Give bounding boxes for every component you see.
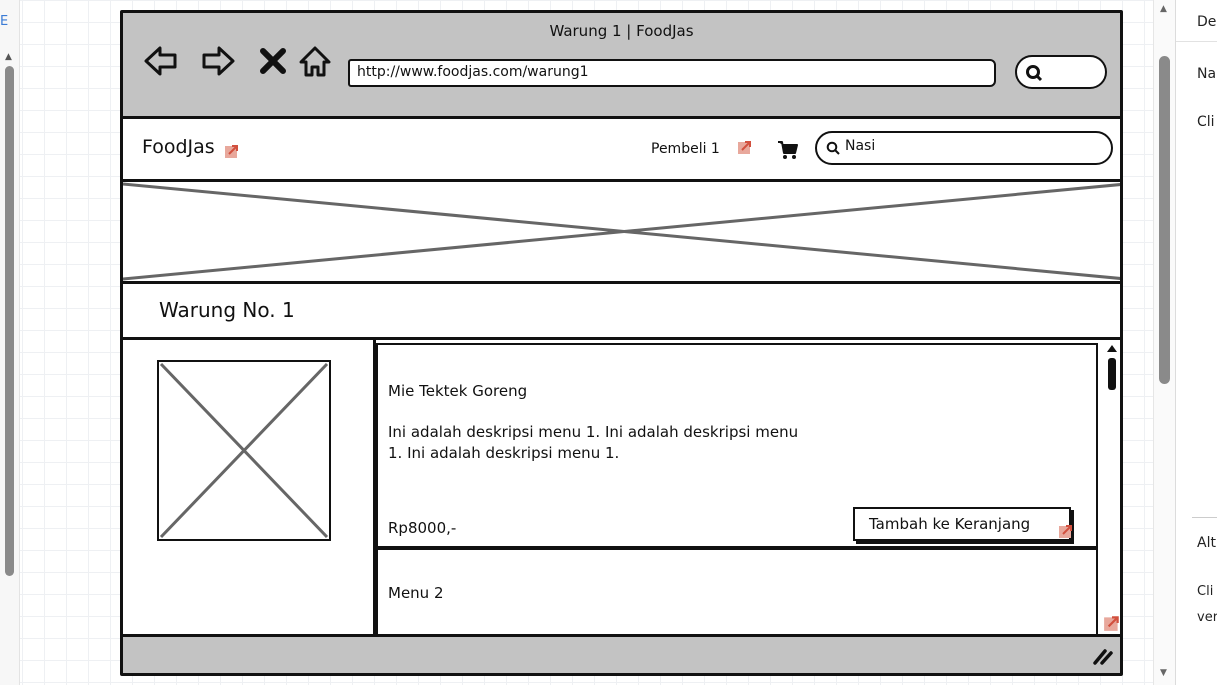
shopping-cart-icon[interactable] <box>777 140 799 160</box>
panel-divider <box>1192 517 1217 518</box>
scroll-up-arrow-icon[interactable] <box>1107 344 1117 353</box>
panel-label: Cli <box>1197 114 1215 130</box>
address-bar-url: http://www.foodjas.com/warung1 <box>357 64 589 80</box>
resize-grip-icon[interactable] <box>1091 647 1113 665</box>
forward-arrow-icon[interactable] <box>200 43 236 79</box>
browser-titlebar: Warung 1 | FoodJas http://www.foodjas.co… <box>123 13 1120 119</box>
shop-title-bar: Warung No. 1 <box>123 284 1120 340</box>
menu-item-name: Mie Tektek Goreng <box>388 382 528 400</box>
canvas-scrollbar[interactable]: ▲ ▼ <box>1153 0 1175 685</box>
scroll-down-arrow-icon[interactable]: ▼ <box>1160 668 1167 678</box>
properties-panel-header <box>1176 0 1217 42</box>
menu-item-description: Ini adalah deskripsi menu 1. Ini adalah … <box>388 423 799 462</box>
window-title: Warung 1 | FoodJas <box>549 22 694 40</box>
menu-item-name: Menu 2 <box>388 584 444 602</box>
close-x-icon[interactable] <box>255 43 291 79</box>
scrollbar-thumb[interactable] <box>5 66 14 576</box>
menu-item-card: Mie Tektek Goreng Ini adalah deskripsi m… <box>376 343 1098 548</box>
back-arrow-icon[interactable] <box>143 43 179 79</box>
search-icon <box>826 141 840 155</box>
search-icon <box>1026 65 1043 82</box>
browser-search-box[interactable] <box>1015 55 1107 89</box>
menu-item-price: Rp8000,- <box>388 519 457 537</box>
scrollbar-thumb[interactable] <box>1108 358 1116 390</box>
site-navbar: FoodJas Pembeli 1 Nasi <box>123 119 1120 182</box>
panel-label: Na <box>1197 66 1217 82</box>
shop-title: Warung No. 1 <box>159 298 295 322</box>
scroll-up-arrow-icon[interactable]: ▲ <box>5 52 12 62</box>
link-marker-icon[interactable] <box>224 143 240 159</box>
menu-list[interactable]: Mie Tektek Goreng Ini adalah deskripsi m… <box>376 340 1121 634</box>
scrollbar-thumb[interactable] <box>1159 56 1170 384</box>
search-input-value: Nasi <box>845 138 876 154</box>
panel-header-label: De <box>1197 14 1217 30</box>
banner-image-placeholder <box>123 182 1120 284</box>
menu-list-scrollbar[interactable] <box>1101 340 1121 634</box>
panel-label: ver <box>1197 610 1217 625</box>
menu-image-placeholder <box>157 360 331 541</box>
scroll-up-arrow-icon[interactable]: ▲ <box>1160 4 1167 14</box>
link-marker-icon[interactable] <box>1058 523 1074 539</box>
image-placeholder-cross-icon <box>123 182 1120 281</box>
site-search-input[interactable]: Nasi <box>815 131 1113 165</box>
browser-window-mockup[interactable]: Warung 1 | FoodJas http://www.foodjas.co… <box>120 10 1123 676</box>
panel-label: Alt <box>1197 535 1216 551</box>
link-marker-icon[interactable] <box>737 139 753 155</box>
add-to-cart-button[interactable]: Tambah ke Keranjang <box>853 507 1071 541</box>
properties-panel: De Na Cli Alt Cli ver <box>1175 0 1217 685</box>
menu-item-card: Menu 2 <box>376 548 1098 634</box>
image-placeholder-cross-icon <box>159 362 329 539</box>
menu-image-panel <box>123 340 376 634</box>
site-brand[interactable]: FoodJas <box>142 136 215 158</box>
link-marker-icon[interactable] <box>1103 614 1121 632</box>
address-bar[interactable]: http://www.foodjas.com/warung1 <box>348 59 996 87</box>
editor-left-tab-label[interactable]: E <box>0 14 9 29</box>
home-icon[interactable] <box>297 43 333 79</box>
editor-left-scrollbar[interactable]: E ▲ <box>0 0 20 685</box>
panel-label: Cli <box>1197 584 1214 599</box>
browser-statusbar <box>123 634 1120 673</box>
user-account-label[interactable]: Pembeli 1 <box>651 141 720 157</box>
